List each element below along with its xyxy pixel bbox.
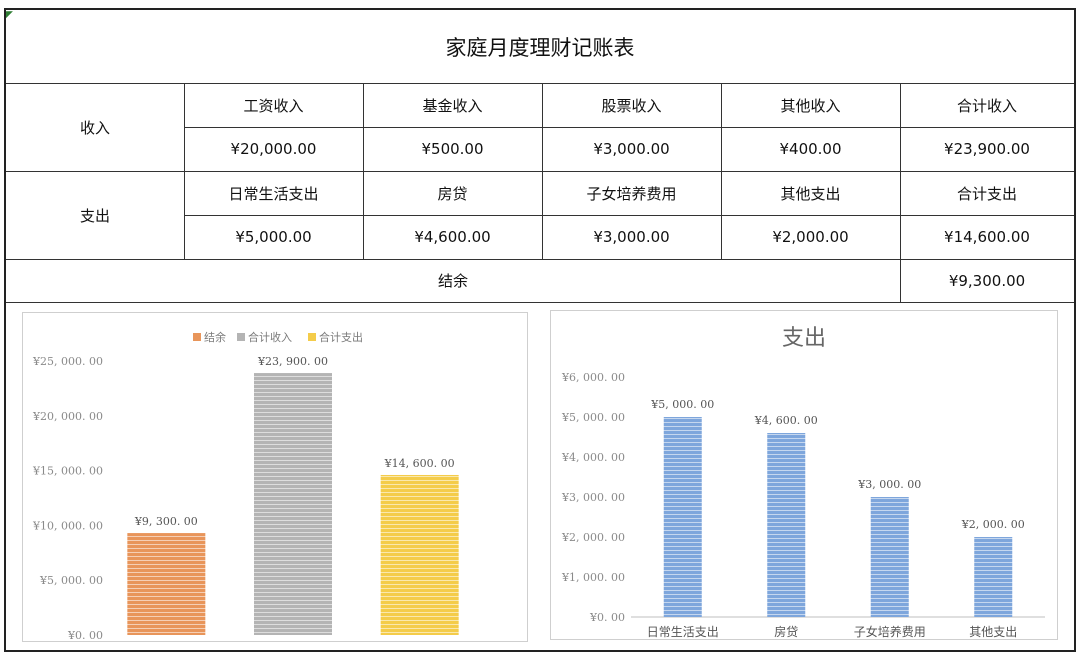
chart-title: 支出 (782, 326, 826, 351)
legend-swatch (193, 333, 201, 341)
y-tick-label: ¥2, 000. 00 (561, 531, 625, 544)
x-tick-label: 日常生活支出 (647, 625, 719, 639)
income-value-cell[interactable]: ¥500.00 (421, 140, 484, 158)
y-tick-label: ¥10, 000. 00 (32, 519, 103, 532)
y-tick-label: ¥25, 000. 00 (32, 355, 103, 368)
bar-data-label: ¥9, 300. 00 (134, 515, 198, 528)
bar-data-label: ¥2, 000. 00 (961, 518, 1025, 531)
expense-value-cell[interactable]: ¥5,000.00 (235, 228, 312, 246)
y-tick-label: ¥3, 000. 00 (561, 491, 625, 504)
expense-value-cell[interactable]: ¥14,600.00 (944, 228, 1030, 246)
bar-合计收入 (254, 373, 332, 635)
y-tick-label: ¥0. 00 (589, 611, 625, 624)
y-tick-label: ¥5, 000. 00 (561, 411, 625, 424)
bar-data-label: ¥23, 900. 00 (257, 355, 328, 368)
income-header-cell[interactable]: 其他收入 (780, 96, 841, 115)
income-value-cell[interactable]: ¥3,000.00 (593, 140, 670, 158)
y-tick-label: ¥6, 000. 00 (561, 371, 625, 384)
bar-data-label: ¥4, 600. 00 (754, 414, 818, 427)
bar-data-label: ¥3, 000. 00 (857, 478, 921, 491)
legend-swatch (237, 333, 245, 341)
legend-label: 结余 (204, 330, 226, 344)
bar-结余 (127, 533, 206, 635)
income-value-cell[interactable]: ¥23,900.00 (944, 140, 1030, 158)
expense-value-cell[interactable]: ¥2,000.00 (772, 228, 849, 246)
x-tick-label: 其他支出 (969, 625, 1017, 639)
income-header-cell[interactable]: 合计收入 (956, 96, 1017, 115)
sheet-title[interactable]: 家庭月度理财记账表 (445, 35, 635, 60)
expense-value-cell[interactable]: ¥3,000.00 (593, 228, 670, 246)
expense-header-cell[interactable]: 子女培养费用 (586, 184, 677, 203)
expense-header-cell[interactable]: 日常生活支出 (228, 184, 319, 203)
income-header-cell[interactable]: 基金收入 (422, 96, 483, 115)
expense-header-cell[interactable]: 房贷 (437, 184, 468, 203)
expense-header-cell[interactable]: 其他支出 (780, 184, 841, 203)
balance-value[interactable]: ¥9,300.00 (948, 271, 1026, 290)
bar-data-label: ¥14, 600. 00 (384, 457, 455, 470)
legend-label: 合计收入 (248, 330, 292, 344)
y-tick-label: ¥15, 000. 00 (32, 465, 103, 478)
bar-房贷 (767, 433, 806, 617)
expense-bar-chart: 支出 ¥0. 00 ¥1, 000. 00 ¥2, 000. 00 ¥3, 000. 0… (561, 326, 1045, 639)
budget-sheet: ◤ 家庭月度理财记账表 收入 工资收入 基金收入 股票收入 其他收入 合计收入 … (4, 8, 1076, 652)
y-tick-label: ¥4, 000. 00 (561, 451, 625, 464)
bar-data-label: ¥5, 000. 00 (650, 398, 714, 411)
income-header-cell[interactable]: 股票收入 (601, 96, 662, 115)
bar-其他支出 (974, 537, 1013, 617)
income-label[interactable]: 收入 (79, 118, 110, 137)
cell-corner-icon: ◤ (6, 10, 13, 20)
summary-chart-panel[interactable]: ¥0. 00 ¥5, 000. 00 ¥10, 000. 00 ¥15, 000. 0… (22, 312, 528, 642)
legend-swatch (308, 333, 316, 341)
income-value-cell[interactable]: ¥20,000.00 (230, 140, 317, 158)
y-tick-label: ¥1, 000. 00 (561, 571, 625, 584)
y-tick-label: ¥20, 000. 00 (32, 410, 103, 423)
y-tick-label: ¥0. 00 (67, 629, 103, 641)
expense-label[interactable]: 支出 (79, 206, 110, 225)
bar-合计支出 (380, 474, 459, 635)
balance-label[interactable]: 结余 (437, 272, 468, 290)
x-tick-label: 子女培养费用 (854, 624, 926, 639)
bar-子女培养费用 (870, 497, 909, 617)
summary-bar-chart: ¥0. 00 ¥5, 000. 00 ¥10, 000. 00 ¥15, 000. 0… (32, 330, 459, 642)
income-header-cell[interactable]: 工资收入 (243, 96, 304, 115)
income-value-cell[interactable]: ¥400.00 (779, 140, 842, 158)
bar-日常生活支出 (663, 417, 702, 617)
legend-label: 合计支出 (319, 330, 363, 344)
expense-chart-panel[interactable]: 支出 ¥0. 00 ¥1, 000. 00 ¥2, 000. 00 ¥3, 000. 0… (550, 310, 1058, 640)
y-tick-label: ¥5, 000. 00 (39, 574, 103, 587)
x-tick-label: 房贷 (774, 624, 798, 639)
expense-header-cell[interactable]: 合计支出 (956, 184, 1017, 203)
expense-value-cell[interactable]: ¥4,600.00 (414, 228, 491, 246)
